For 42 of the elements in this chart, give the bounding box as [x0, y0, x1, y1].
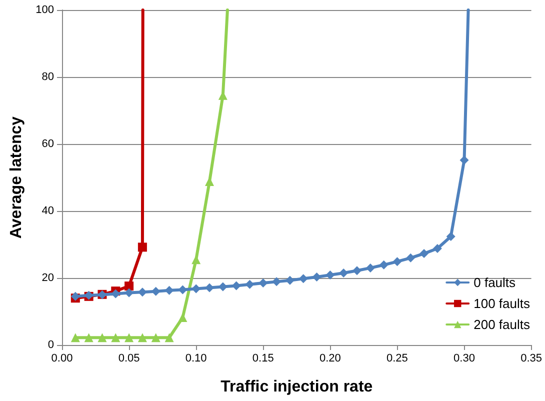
x-tick-label: 0.35 — [520, 352, 542, 364]
point — [420, 249, 429, 258]
x-tick-label: 0.00 — [51, 352, 73, 364]
point — [352, 266, 362, 276]
legend-label: 100 faults — [474, 296, 530, 311]
point — [366, 263, 375, 272]
point — [432, 244, 442, 254]
point — [111, 333, 120, 342]
x-tick-label: 0.10 — [185, 352, 207, 364]
x-tick-label: 0.25 — [386, 352, 408, 364]
y-tick-label: 80 — [42, 71, 54, 83]
legend-label: 200 faults — [474, 317, 530, 332]
point — [151, 333, 160, 342]
point — [312, 272, 322, 282]
point — [138, 242, 147, 252]
y-tick-label: 100 — [36, 4, 54, 16]
point — [84, 333, 94, 342]
point — [339, 268, 348, 278]
x-axis-title: Traffic injection rate — [220, 378, 373, 396]
point — [70, 333, 80, 342]
point — [98, 333, 107, 342]
point — [392, 257, 402, 266]
point — [164, 333, 174, 342]
y-tick-label: 20 — [42, 272, 54, 284]
point — [285, 276, 294, 285]
point — [379, 260, 388, 270]
point — [124, 282, 134, 291]
x-tick-label: 0.05 — [118, 352, 140, 364]
x-tick-label: 0.20 — [319, 352, 341, 364]
point — [298, 274, 308, 284]
point — [326, 270, 335, 280]
point — [446, 232, 456, 241]
legend-label: 0 faults — [474, 275, 516, 290]
point — [124, 333, 134, 342]
point — [406, 253, 416, 262]
y-tick-label: 0 — [48, 339, 54, 351]
point — [138, 333, 147, 342]
x-tick-label: 0.30 — [454, 352, 475, 364]
y-axis-title: Average latency — [8, 116, 26, 239]
x-tick-label: 0.15 — [252, 352, 274, 364]
y-tick-label: 40 — [42, 205, 54, 217]
y-tick-label: 60 — [42, 138, 54, 150]
